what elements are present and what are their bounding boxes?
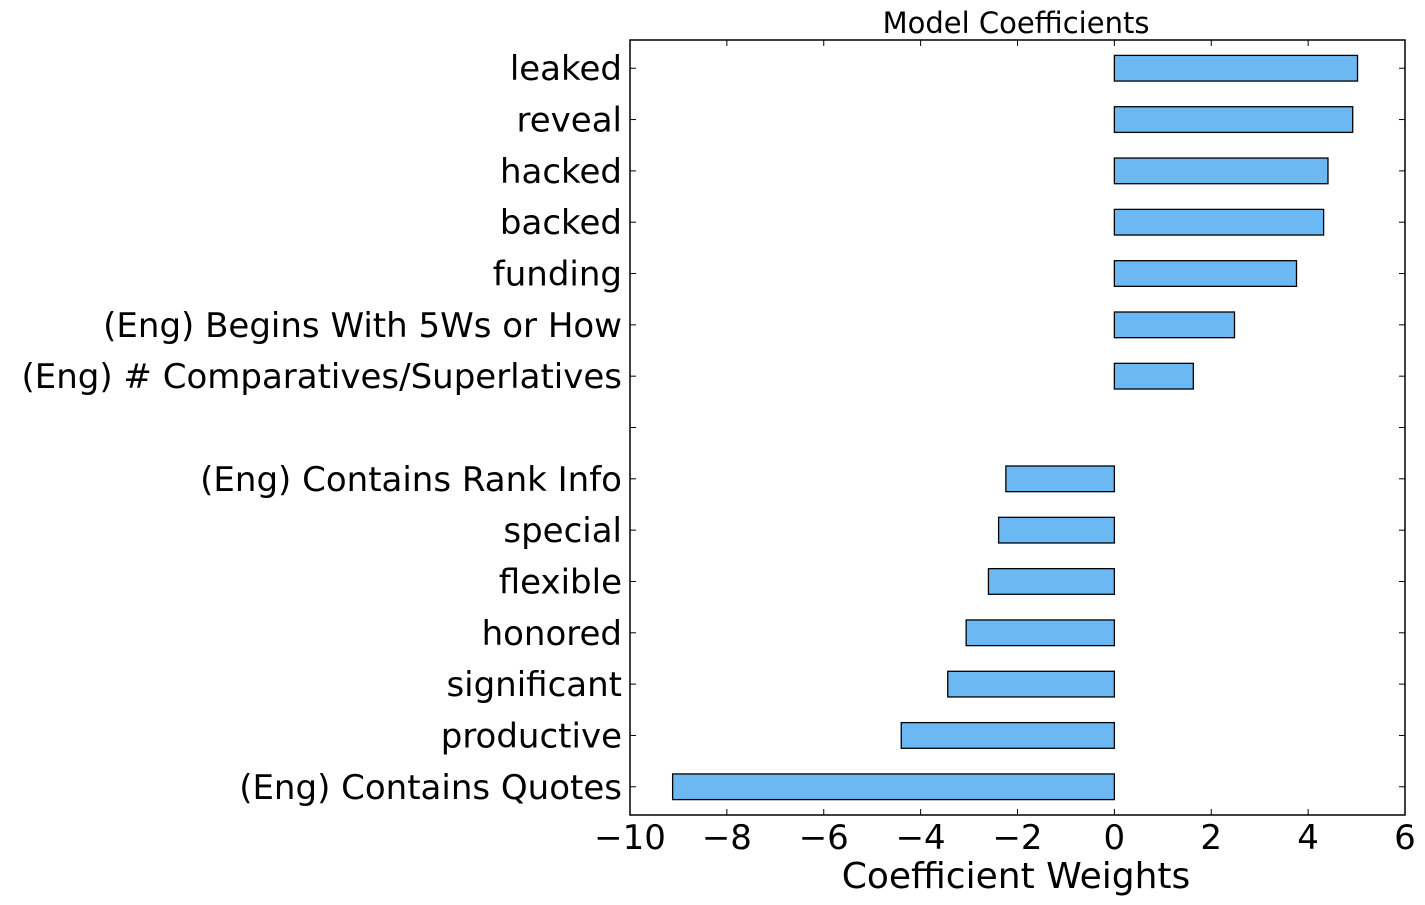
x-tick-label: −10 xyxy=(594,818,666,858)
ticks-group xyxy=(629,40,1406,815)
bar xyxy=(1005,465,1116,493)
category-label: (Eng) Begins With 5Ws or How xyxy=(103,306,622,346)
category-label: (Eng) Contains Rank Info xyxy=(200,460,622,500)
category-label: hacked xyxy=(500,152,622,192)
category-label: honored xyxy=(482,614,622,654)
bar xyxy=(671,773,1116,801)
x-tick-label: 0 xyxy=(1104,818,1126,858)
category-label: reveal xyxy=(517,101,622,141)
x-tick-label: −8 xyxy=(702,818,752,858)
bar xyxy=(997,516,1116,544)
category-label: (Eng) # Comparatives/Superlatives xyxy=(21,357,622,397)
category-label: special xyxy=(503,511,622,551)
x-tick-label: −4 xyxy=(896,818,946,858)
bar xyxy=(1113,260,1298,288)
x-axis-label: Coefficient Weights xyxy=(842,856,1191,897)
category-label: leaked xyxy=(510,49,622,89)
bar xyxy=(900,721,1116,749)
category-label: significant xyxy=(446,665,622,705)
x-tick-label: −6 xyxy=(799,818,849,858)
x-tick-label: −2 xyxy=(992,818,1042,858)
x-tick-labels-group: −10 −8 −6 −4 −2 0 2 4 6 xyxy=(594,818,1416,858)
category-label: backed xyxy=(500,203,622,243)
category-label: flexible xyxy=(499,562,622,602)
x-tick-label: 4 xyxy=(1297,818,1319,858)
bar xyxy=(1113,311,1236,339)
category-label: (Eng) Contains Quotes xyxy=(239,768,622,808)
x-tick-label: 6 xyxy=(1394,818,1416,858)
category-labels-group: leaked reveal hacked backed funding (Eng) Beg… xyxy=(21,49,622,808)
bar xyxy=(1113,157,1329,185)
bar xyxy=(965,619,1116,647)
bars-group xyxy=(671,54,1359,801)
category-label: productive xyxy=(441,716,622,756)
bar xyxy=(1113,54,1359,82)
bar xyxy=(987,567,1116,595)
bar xyxy=(1113,362,1194,390)
x-tick-label: 2 xyxy=(1200,818,1222,858)
bar xyxy=(947,670,1116,698)
bar xyxy=(1113,106,1354,134)
plot-frame xyxy=(629,39,1406,816)
category-label: funding xyxy=(493,255,622,295)
bar xyxy=(1113,208,1325,236)
chart-title: Model Coefficients xyxy=(883,6,1150,40)
